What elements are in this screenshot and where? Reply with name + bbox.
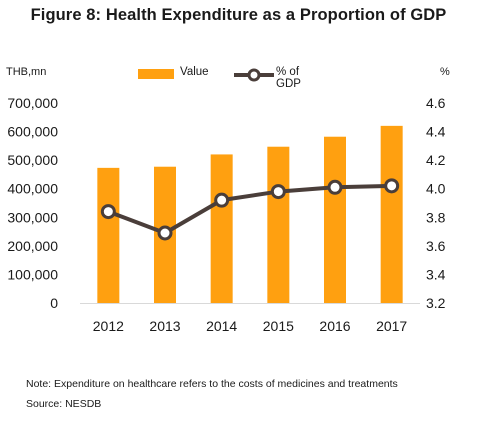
right-axis-tick-label: 3.2 [426,295,446,311]
right-axis-tick-label: 3.8 [426,209,446,225]
right-axis-tick-label: 4.2 [426,152,446,168]
right-axis-unit: % [440,66,450,78]
left-axis-tick-label: 500,000 [7,152,58,168]
bar-2014 [210,154,233,303]
bar-2015 [267,146,290,303]
left-axis-unit: THB,mn [6,66,47,78]
right-axis-tick-label: 4.0 [426,181,446,197]
footnote: Note: Expenditure on healthcare refers t… [26,378,398,390]
gdp-share-point-2017 [384,178,400,194]
right-axis-tick-label: 4.6 [426,95,446,111]
bar-2016 [324,136,346,303]
left-axis-tick-label: 700,000 [7,95,58,111]
left-axis-tick-label: 100,000 [7,266,58,282]
gdp-share-point-2015 [270,184,286,200]
source-line: Source: NESDB [26,398,102,410]
x-axis-tick-label: 2014 [206,318,237,334]
gdp-share-point-2012 [100,204,116,220]
gdp-share-point-2014 [214,192,230,208]
gdp-share-line [107,183,392,235]
gdp-share-point-2016 [327,179,343,195]
right-axis-tick-label: 3.6 [426,238,446,254]
right-axis-tick-label: 3.4 [426,266,446,282]
x-axis-tick-label: 2015 [263,318,294,334]
left-axis-tick-label: 0 [50,295,58,311]
x-axis-tick-label: 2012 [93,318,124,334]
legend-label-gdp: % of GDP [276,66,301,90]
bar-2012 [97,167,120,303]
gdp-share-point-2013 [157,225,173,241]
x-axis-tick-label: 2016 [319,318,350,334]
left-axis-tick-label: 600,000 [7,124,58,140]
left-axis-tick-label: 200,000 [7,238,58,254]
legend-bar-swatch [138,69,174,79]
left-axis-tick-label: 300,000 [7,209,58,225]
x-axis-tick-label: 2013 [149,318,180,334]
legend-line-swatch [234,68,274,82]
chart-title: Figure 8: Health Expenditure as a Propor… [30,6,447,24]
right-axis-tick-label: 4.4 [426,124,446,140]
bar-2017 [380,125,403,303]
x-axis-tick-label: 2017 [376,318,407,334]
legend-label-value: Value [180,66,209,78]
left-axis-tick-label: 400,000 [7,181,58,197]
